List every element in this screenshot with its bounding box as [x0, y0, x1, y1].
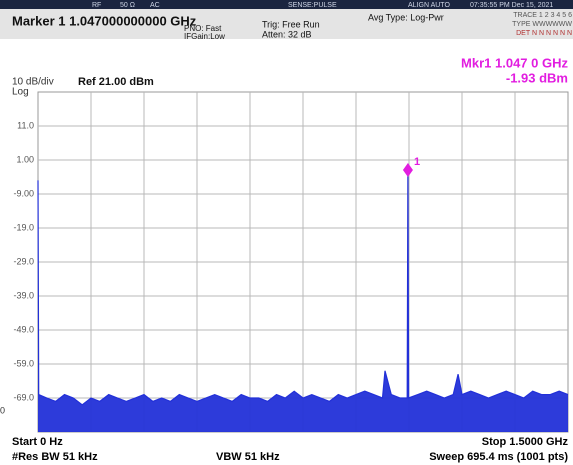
vbw: VBW 51 kHz [216, 451, 280, 463]
scale-type: Log [12, 87, 29, 98]
marker-frequency: Mkr1 1.047 0 GHz [461, 55, 568, 70]
y-tick-label: -39.0 [13, 290, 34, 300]
marker-diamond [402, 162, 413, 177]
status-sense: SENSE:PULSE [288, 2, 337, 9]
status-impedance: 50 Ω [120, 2, 135, 9]
marker-number: 1 [414, 156, 420, 168]
status-time: 07:35:55 PM Dec 15, 2021 [470, 2, 553, 9]
sweep: Sweep 695.4 ms (1001 pts) [429, 451, 568, 463]
status-rf: RF [92, 2, 101, 9]
status-align: ALIGN AUTO [408, 2, 450, 9]
trigger: Trig: Free Run [262, 19, 320, 29]
ifgain: IFGain:Low [184, 32, 225, 41]
stop-freq: Stop 1.5000 GHz [482, 436, 569, 448]
trace [37, 169, 569, 406]
y-tick-label: 1.00 [16, 154, 34, 164]
y-tick-label: -9.00 [13, 188, 34, 198]
trace-fill [38, 170, 568, 432]
y-tick-label: -69.0 [13, 392, 34, 402]
y-tick-label: 11.0 [17, 120, 34, 130]
y-tick-label: -19.0 [13, 222, 34, 232]
marker-level: -1.93 dBm [506, 70, 568, 85]
res-bw: #Res BW 51 kHz [12, 451, 98, 463]
y-tick-label: -49.0 [13, 324, 34, 334]
det-row: DET N N N N N N [516, 30, 572, 37]
trace-row: TRACE 1 2 3 4 5 6 [513, 12, 572, 19]
y-tick-label: -59.0 [13, 358, 34, 368]
marker-title: Marker 1 1.047000000000 GHz [12, 13, 197, 28]
ref-label: Ref 21.00 dBm [78, 76, 154, 88]
y-tick-label: -29.0 [13, 256, 34, 266]
settings-bar [0, 9, 573, 39]
pno: PNO: Fast [184, 24, 222, 33]
type-row: TYPE WWWWWW [512, 21, 572, 28]
start-freq: Start 0 Hz [12, 436, 63, 448]
status-bar [0, 0, 573, 9]
status-coupling: AC [150, 2, 160, 9]
attenuation: Atten: 32 dB [262, 29, 312, 39]
edge-label: 0 [0, 405, 5, 415]
plot: 11.0 1.00 -9.00 -19.0 -29.0 -39.0 -49.0 -59.0 -6… [13, 91, 569, 433]
scale-label: 10 dB/div [12, 77, 54, 88]
avg-type: Avg Type: Log-Pwr [368, 12, 444, 22]
